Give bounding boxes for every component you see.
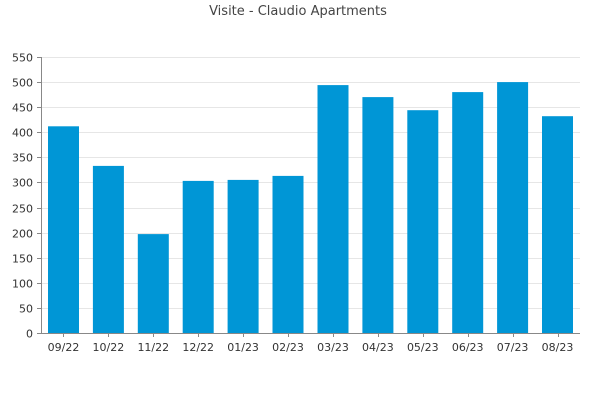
bar bbox=[48, 126, 79, 333]
y-tick-label: 150 bbox=[12, 253, 33, 266]
y-tick-label: 450 bbox=[12, 102, 33, 115]
y-tick-label: 50 bbox=[19, 303, 33, 316]
x-tick-label: 01/23 bbox=[227, 341, 259, 354]
bar bbox=[272, 175, 304, 333]
bar bbox=[497, 82, 529, 333]
x-tick-label: 06/23 bbox=[452, 341, 484, 354]
bar bbox=[407, 110, 439, 333]
y-tick-label: 500 bbox=[12, 77, 33, 90]
x-tick-label: 02/23 bbox=[272, 341, 304, 354]
x-tick-label: 12/22 bbox=[182, 341, 214, 354]
bar bbox=[182, 180, 214, 333]
x-tick-label: 08/23 bbox=[542, 341, 574, 354]
y-tick-label: 300 bbox=[12, 177, 33, 190]
bar bbox=[452, 92, 484, 333]
x-tick-label: 11/22 bbox=[137, 341, 169, 354]
x-tick-label: 09/22 bbox=[48, 341, 80, 354]
bar bbox=[542, 116, 573, 333]
bar bbox=[92, 165, 124, 333]
x-tick-label: 04/23 bbox=[362, 341, 394, 354]
chart-title: Visite - Claudio Apartments bbox=[209, 4, 387, 19]
y-tick-label: 0 bbox=[26, 328, 33, 341]
y-tick-label: 400 bbox=[12, 127, 33, 140]
x-tick-labels: 09/22 10/22 11/22 12/22 01/23 02/23 03/23 04/23… bbox=[48, 341, 574, 354]
bars bbox=[48, 82, 573, 333]
axes bbox=[37, 57, 580, 337]
y-tick-label: 100 bbox=[12, 278, 33, 291]
x-tick-label: 10/22 bbox=[93, 341, 125, 354]
y-tick-label: 550 bbox=[12, 52, 33, 65]
gridlines bbox=[41, 57, 580, 309]
x-tick-label: 03/23 bbox=[317, 341, 349, 354]
y-tick-label: 200 bbox=[12, 228, 33, 241]
y-tick-labels: 0 50 100 150 200 250 300 350 400 450 500 550 bbox=[12, 52, 33, 341]
x-tick-label: 05/23 bbox=[407, 341, 439, 354]
bar bbox=[137, 234, 169, 333]
x-tick-label: 07/23 bbox=[497, 341, 529, 354]
y-tick-label: 350 bbox=[12, 152, 33, 165]
bar bbox=[362, 97, 394, 333]
bar bbox=[317, 85, 349, 333]
y-tick-label: 250 bbox=[12, 203, 33, 216]
bar bbox=[227, 179, 259, 333]
